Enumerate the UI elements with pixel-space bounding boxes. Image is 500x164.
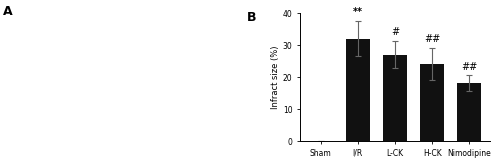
Text: ##: ## <box>424 34 440 44</box>
Text: A: A <box>3 5 13 18</box>
Bar <box>383 55 407 141</box>
Bar <box>346 39 370 141</box>
Bar <box>457 83 481 141</box>
Text: ##: ## <box>461 62 477 72</box>
Text: B: B <box>247 10 256 24</box>
Bar <box>420 64 444 141</box>
Text: **: ** <box>353 7 363 17</box>
Y-axis label: Infract size (%): Infract size (%) <box>271 45 280 109</box>
Text: #: # <box>391 27 399 37</box>
